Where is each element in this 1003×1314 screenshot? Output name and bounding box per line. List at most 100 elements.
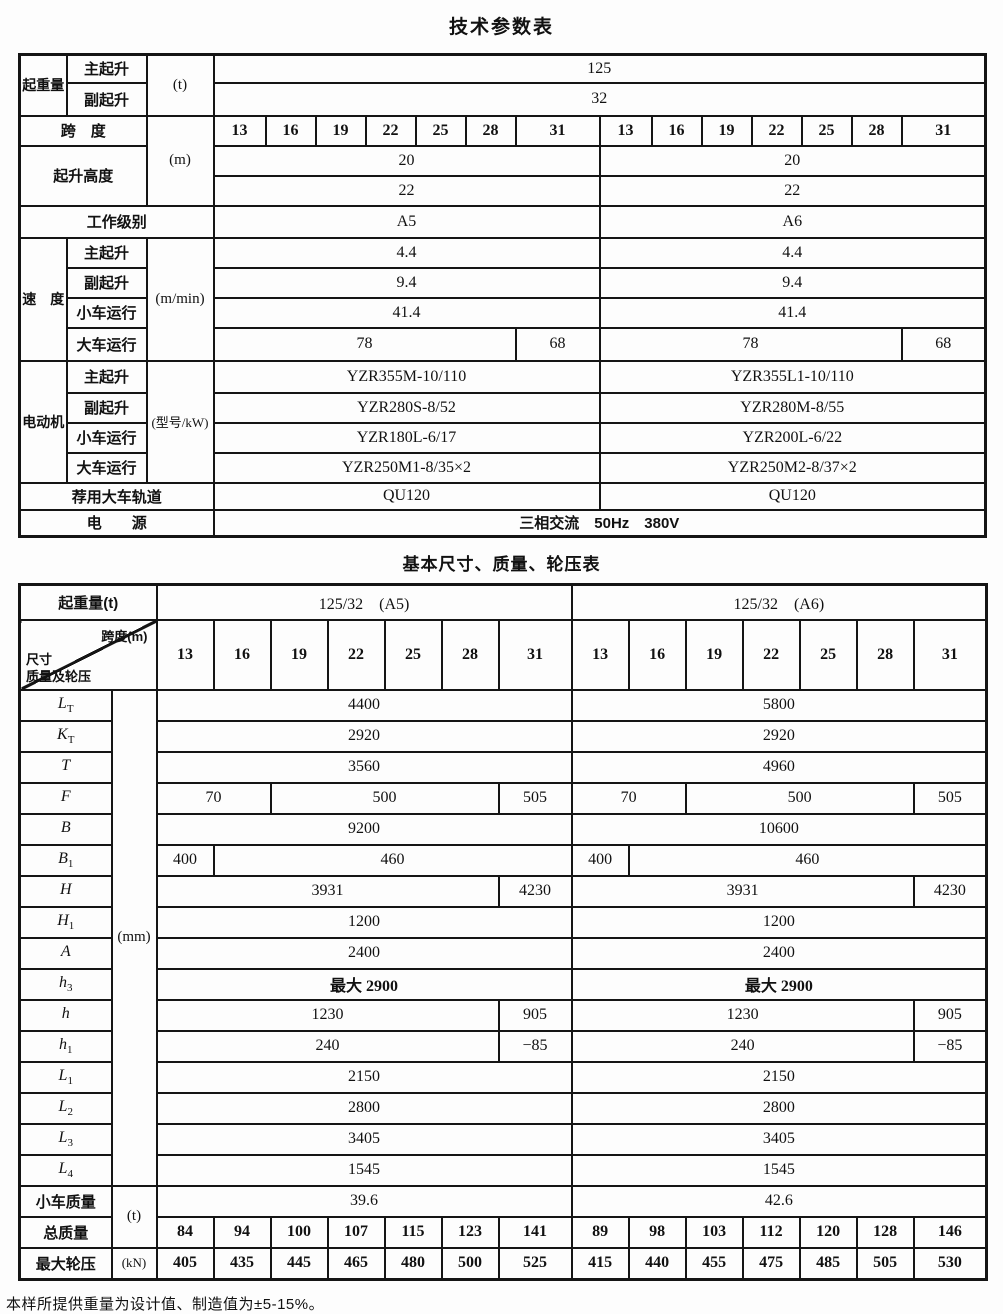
wheel-load-value: 440 [627, 1246, 687, 1281]
motor-model: YZR180L-6/17 [212, 421, 601, 454]
table-row: 起重量(t) 125/32 (A5) 125/32 (A6) [18, 583, 988, 621]
power-label: 电 源 [18, 508, 215, 538]
table-row: H1 1200 1200 [18, 905, 988, 939]
dim-value: 2150 [570, 1060, 988, 1094]
total-mass-value: 98 [627, 1215, 687, 1249]
span-col: 16 [650, 114, 703, 147]
dim-value: −85 [497, 1029, 573, 1063]
dim-label: L2 [18, 1091, 113, 1125]
dim-value: 2150 [155, 1060, 573, 1094]
total-mass-value: 112 [741, 1215, 801, 1249]
table-row: h1 240 −85 240 −85 [18, 1029, 988, 1063]
dim-value: 4230 [912, 874, 988, 908]
diag-dims-label: 尺寸 [26, 651, 53, 667]
span-col: 16 [627, 618, 687, 691]
dim-label: h3 [18, 967, 113, 1001]
dim-value: 4960 [570, 750, 988, 784]
capacity-header-label: 起重量(t) [18, 583, 158, 621]
motor-model: YZR250M2-8/37×2 [598, 451, 987, 484]
span-col: 19 [700, 114, 753, 147]
span-unit-label: (m) [145, 114, 215, 207]
speed-row-label: 大车运行 [65, 326, 148, 362]
total-mass-label: 总质量 [18, 1215, 113, 1249]
max-wheel-load-label: 最大轮压 [18, 1246, 113, 1281]
dim-value: 505 [912, 781, 988, 815]
table-row: F 70 500 505 70 500 505 [18, 781, 988, 815]
span-col: 22 [741, 618, 801, 691]
table-row: 跨度(m) 尺寸 质量及轮压 13 16 19 22 25 28 31 13 1… [18, 618, 988, 691]
dim-label: B [18, 812, 113, 846]
table-row: H 3931 4230 3931 4230 [18, 874, 988, 908]
dim-value: 2800 [155, 1091, 573, 1125]
wheel-load-value: 475 [741, 1246, 801, 1281]
dim-value: 4230 [497, 874, 573, 908]
table-row: B 9200 10600 [18, 812, 988, 846]
table-row: KT 2920 2920 [18, 719, 988, 753]
table-row: L1 2150 2150 [18, 1060, 988, 1094]
hoist-height-value: 22 [598, 174, 987, 207]
total-mass-value: 128 [855, 1215, 915, 1249]
span-col: 22 [750, 114, 803, 147]
dim-value: 10600 [570, 812, 988, 846]
dim-value: 3931 [570, 874, 915, 908]
table-row: h3 最大 2900 最大 2900 [18, 967, 988, 1001]
dim-value: 1200 [570, 905, 988, 939]
wheel-load-value: 435 [212, 1246, 272, 1281]
span-col: 16 [212, 618, 272, 691]
wheel-load-value: 465 [326, 1246, 386, 1281]
span-col: 25 [798, 618, 858, 691]
capacity-unit-label: (t) [145, 53, 215, 117]
table-row: 小车运行 YZR180L-6/17 YZR200L-6/22 [20, 421, 987, 454]
page-title: 技术参数表 [448, 17, 554, 38]
dim-value: 1230 [570, 998, 915, 1032]
motor-model: YZR200L-6/22 [598, 421, 987, 454]
power-value: 三相交流 50Hz 380V [212, 508, 987, 538]
span-col: 31 [900, 114, 987, 147]
table-row: 小车质量 (t) 39.6 42.6 [18, 1184, 988, 1249]
span-col: 16 [264, 114, 317, 147]
dim-value: 905 [912, 998, 988, 1032]
trolley-mass-value: 39.6 [155, 1184, 573, 1218]
table-row: B1 400 460 400 460 [18, 843, 988, 877]
diag-mass-label: 质量及轮压 [26, 668, 92, 684]
rail-value: QU120 [598, 481, 987, 511]
dim-label: H [18, 874, 113, 908]
speed-value: 4.4 [212, 236, 601, 269]
table-row: 电动机 主起升 (型号/kW) YZR355M-10/110 YZR355L1-… [18, 359, 987, 484]
dim-value: 70 [570, 781, 687, 815]
motor-row-label: 副起升 [65, 391, 148, 424]
table-row: 电 源 三相交流 50Hz 380V [18, 508, 987, 538]
speed-value: 41.4 [598, 296, 987, 329]
wheel-load-value: 505 [855, 1246, 915, 1281]
span-col: 25 [383, 618, 443, 691]
total-mass-value: 84 [155, 1215, 215, 1249]
total-mass-value: 89 [570, 1215, 630, 1249]
motor-unit-label: (型号/kW) [145, 359, 215, 484]
table-row: 最大轮压 (kN) 405 435 445 465 480 500 525 41… [18, 1246, 988, 1281]
table-row: 副起升 YZR280S-8/52 YZR280M-8/55 [20, 391, 987, 424]
rail-label: 荐用大车轨道 [18, 481, 215, 511]
total-mass-value: 94 [212, 1215, 272, 1249]
span-col: 13 [570, 618, 630, 691]
hoist-height-value: 20 [212, 144, 601, 177]
dim-value: 500 [269, 781, 500, 815]
table-row: 起重量 主起升 (t) 125 [18, 53, 987, 117]
table-row: 副起升 32 [20, 81, 987, 117]
span-col: 19 [684, 618, 744, 691]
hoist-height-label: 起升高度 [18, 144, 148, 207]
t-unit-label: (t) [110, 1184, 158, 1249]
speed-row-label: 小车运行 [65, 296, 148, 329]
dim-label: T [18, 750, 113, 784]
wheel-load-value: 405 [155, 1246, 215, 1281]
span-col: 25 [414, 114, 467, 147]
span-col: 13 [155, 618, 215, 691]
span-col: 28 [855, 618, 915, 691]
dim-label: H1 [18, 905, 113, 939]
duty-class-a5: A5 [212, 204, 601, 239]
motor-model: YZR355M-10/110 [212, 359, 601, 394]
table-row: 大车运行 YZR250M1-8/35×2 YZR250M2-8/37×2 [20, 451, 987, 484]
dim-value: 460 [627, 843, 988, 877]
hoist-height-value: 20 [598, 144, 987, 177]
span-col: 19 [314, 114, 367, 147]
table-row: 起升高度 20 20 [18, 144, 987, 207]
